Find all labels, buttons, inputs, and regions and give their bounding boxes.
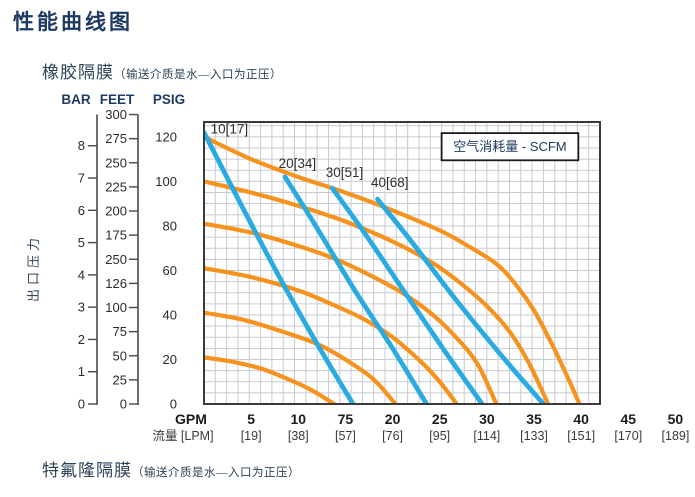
air-consumption-lines xyxy=(205,130,546,403)
lpm-tick-label: [170] xyxy=(614,429,642,443)
psig-tick-label: 20 xyxy=(163,352,177,367)
left-axis-ladder: 0123456780255075100126250175200225250275… xyxy=(78,107,177,411)
section-header-rubber-diaphragm: 橡胶隔膜（输送介质是水—入口为正压） xyxy=(42,58,282,83)
pressure-curve-20psi xyxy=(205,355,336,403)
feet-tick-label: 250 xyxy=(105,252,127,267)
feet-tick-label: 0 xyxy=(120,397,127,412)
gpm-tick-label: 30 xyxy=(479,411,495,427)
legend-box xyxy=(440,132,580,162)
x-axis-unit-lpm: 流量 [LPM] xyxy=(152,429,213,443)
legend-label: 空气消耗量 - SCFM xyxy=(453,139,566,154)
psig-tick-label: 120 xyxy=(155,129,177,144)
air-line-label: 30[51] xyxy=(326,165,364,180)
pressure-curve-120psi xyxy=(205,135,582,403)
lpm-tick-label: [189] xyxy=(662,429,690,443)
feet-tick-label: 225 xyxy=(105,179,127,194)
y-axis-unit-header: BAR xyxy=(61,92,90,107)
x-axis-labels: GPM 流量 [LPM] 5 [19] 10 [38] 75 [57] 20 [76] 25 [95]… xyxy=(152,411,689,443)
section-name: 特氟隆隔膜 xyxy=(42,461,132,480)
feet-tick-label: 100 xyxy=(105,300,127,315)
psig-tick-label: 60 xyxy=(163,263,177,278)
feet-tick-label: 126 xyxy=(105,276,127,291)
lpm-tick-label: [38] xyxy=(288,429,309,443)
lpm-tick-label: [57] xyxy=(335,429,356,443)
air-line-20[34] xyxy=(282,174,429,403)
air-line-label: 10[17] xyxy=(211,122,249,137)
feet-tick-label: 75 xyxy=(113,324,127,339)
section-header-teflon-diaphragm: 特氟隆隔膜（输送介质是水—入口为正压） xyxy=(42,456,300,481)
pressure-curves xyxy=(205,135,582,403)
lpm-tick-label: [133] xyxy=(520,429,548,443)
gpm-tick-label: 20 xyxy=(385,411,401,427)
bar-tick-label: 5 xyxy=(78,235,85,250)
section-note: （输送介质是水—入口为正压） xyxy=(132,467,300,479)
x-axis-unit-gpm: GPM xyxy=(175,411,207,427)
bar-tick-label: 2 xyxy=(78,332,85,347)
pressure-curve-80psi xyxy=(205,221,499,403)
air-line-40[68] xyxy=(375,196,546,403)
gpm-tick-label: 45 xyxy=(620,411,636,427)
feet-tick-label: 200 xyxy=(105,204,127,219)
lpm-tick-label: [19] xyxy=(241,429,262,443)
psig-tick-label: 100 xyxy=(155,174,177,189)
feet-tick-label: 175 xyxy=(105,228,127,243)
gpm-tick-label: 40 xyxy=(573,411,589,427)
y-axis-unit-header: PSIG xyxy=(153,92,185,107)
y-axis-title: 出口压力 xyxy=(26,234,41,302)
bar-tick-label: 4 xyxy=(78,267,85,282)
gpm-tick-label: 25 xyxy=(432,411,448,427)
psig-tick-label: 0 xyxy=(170,397,177,412)
gpm-tick-label: 10 xyxy=(290,411,306,427)
air-line-10[17] xyxy=(205,130,356,403)
page-title: 性能曲线图 xyxy=(13,10,133,34)
gpm-tick-label: 50 xyxy=(668,411,684,427)
performance-curve-chart: 0123456780255075100126250175200225250275… xyxy=(26,92,689,443)
feet-tick-label: 250 xyxy=(105,155,127,170)
pressure-curve-100psi xyxy=(205,179,550,403)
gpm-tick-label: 75 xyxy=(338,411,354,427)
bar-tick-label: 0 xyxy=(78,397,85,412)
psig-tick-label: 40 xyxy=(163,307,177,322)
pressure-curve-60psi xyxy=(205,266,459,403)
section-name: 橡胶隔膜 xyxy=(42,63,114,82)
section-note: （输送介质是水—入口为正压） xyxy=(114,69,282,81)
feet-tick-label: 275 xyxy=(105,131,127,146)
lpm-tick-label: [114] xyxy=(473,429,500,443)
gpm-tick-label: 5 xyxy=(247,411,255,427)
bar-tick-label: 8 xyxy=(78,138,85,153)
lpm-tick-label: [76] xyxy=(382,429,403,443)
plot-frame xyxy=(203,121,601,405)
bar-tick-label: 1 xyxy=(78,364,85,379)
air-line-label: 20[34] xyxy=(279,156,317,171)
feet-tick-label: 25 xyxy=(113,372,127,387)
feet-tick-label: 50 xyxy=(113,348,127,363)
y-axis-unit-header: FEET xyxy=(100,92,135,107)
bar-tick-label: 6 xyxy=(78,203,85,218)
gpm-tick-label: 35 xyxy=(526,411,542,427)
bar-tick-label: 7 xyxy=(78,171,85,186)
psig-tick-label: 80 xyxy=(163,218,177,233)
air-line-label: 40[68] xyxy=(371,175,409,190)
feet-tick-label: 300 xyxy=(105,107,127,122)
bar-tick-label: 3 xyxy=(78,300,85,315)
air-line-30[51] xyxy=(329,185,485,403)
lpm-tick-label: [95] xyxy=(429,429,450,443)
lpm-tick-label: [151] xyxy=(567,429,595,443)
